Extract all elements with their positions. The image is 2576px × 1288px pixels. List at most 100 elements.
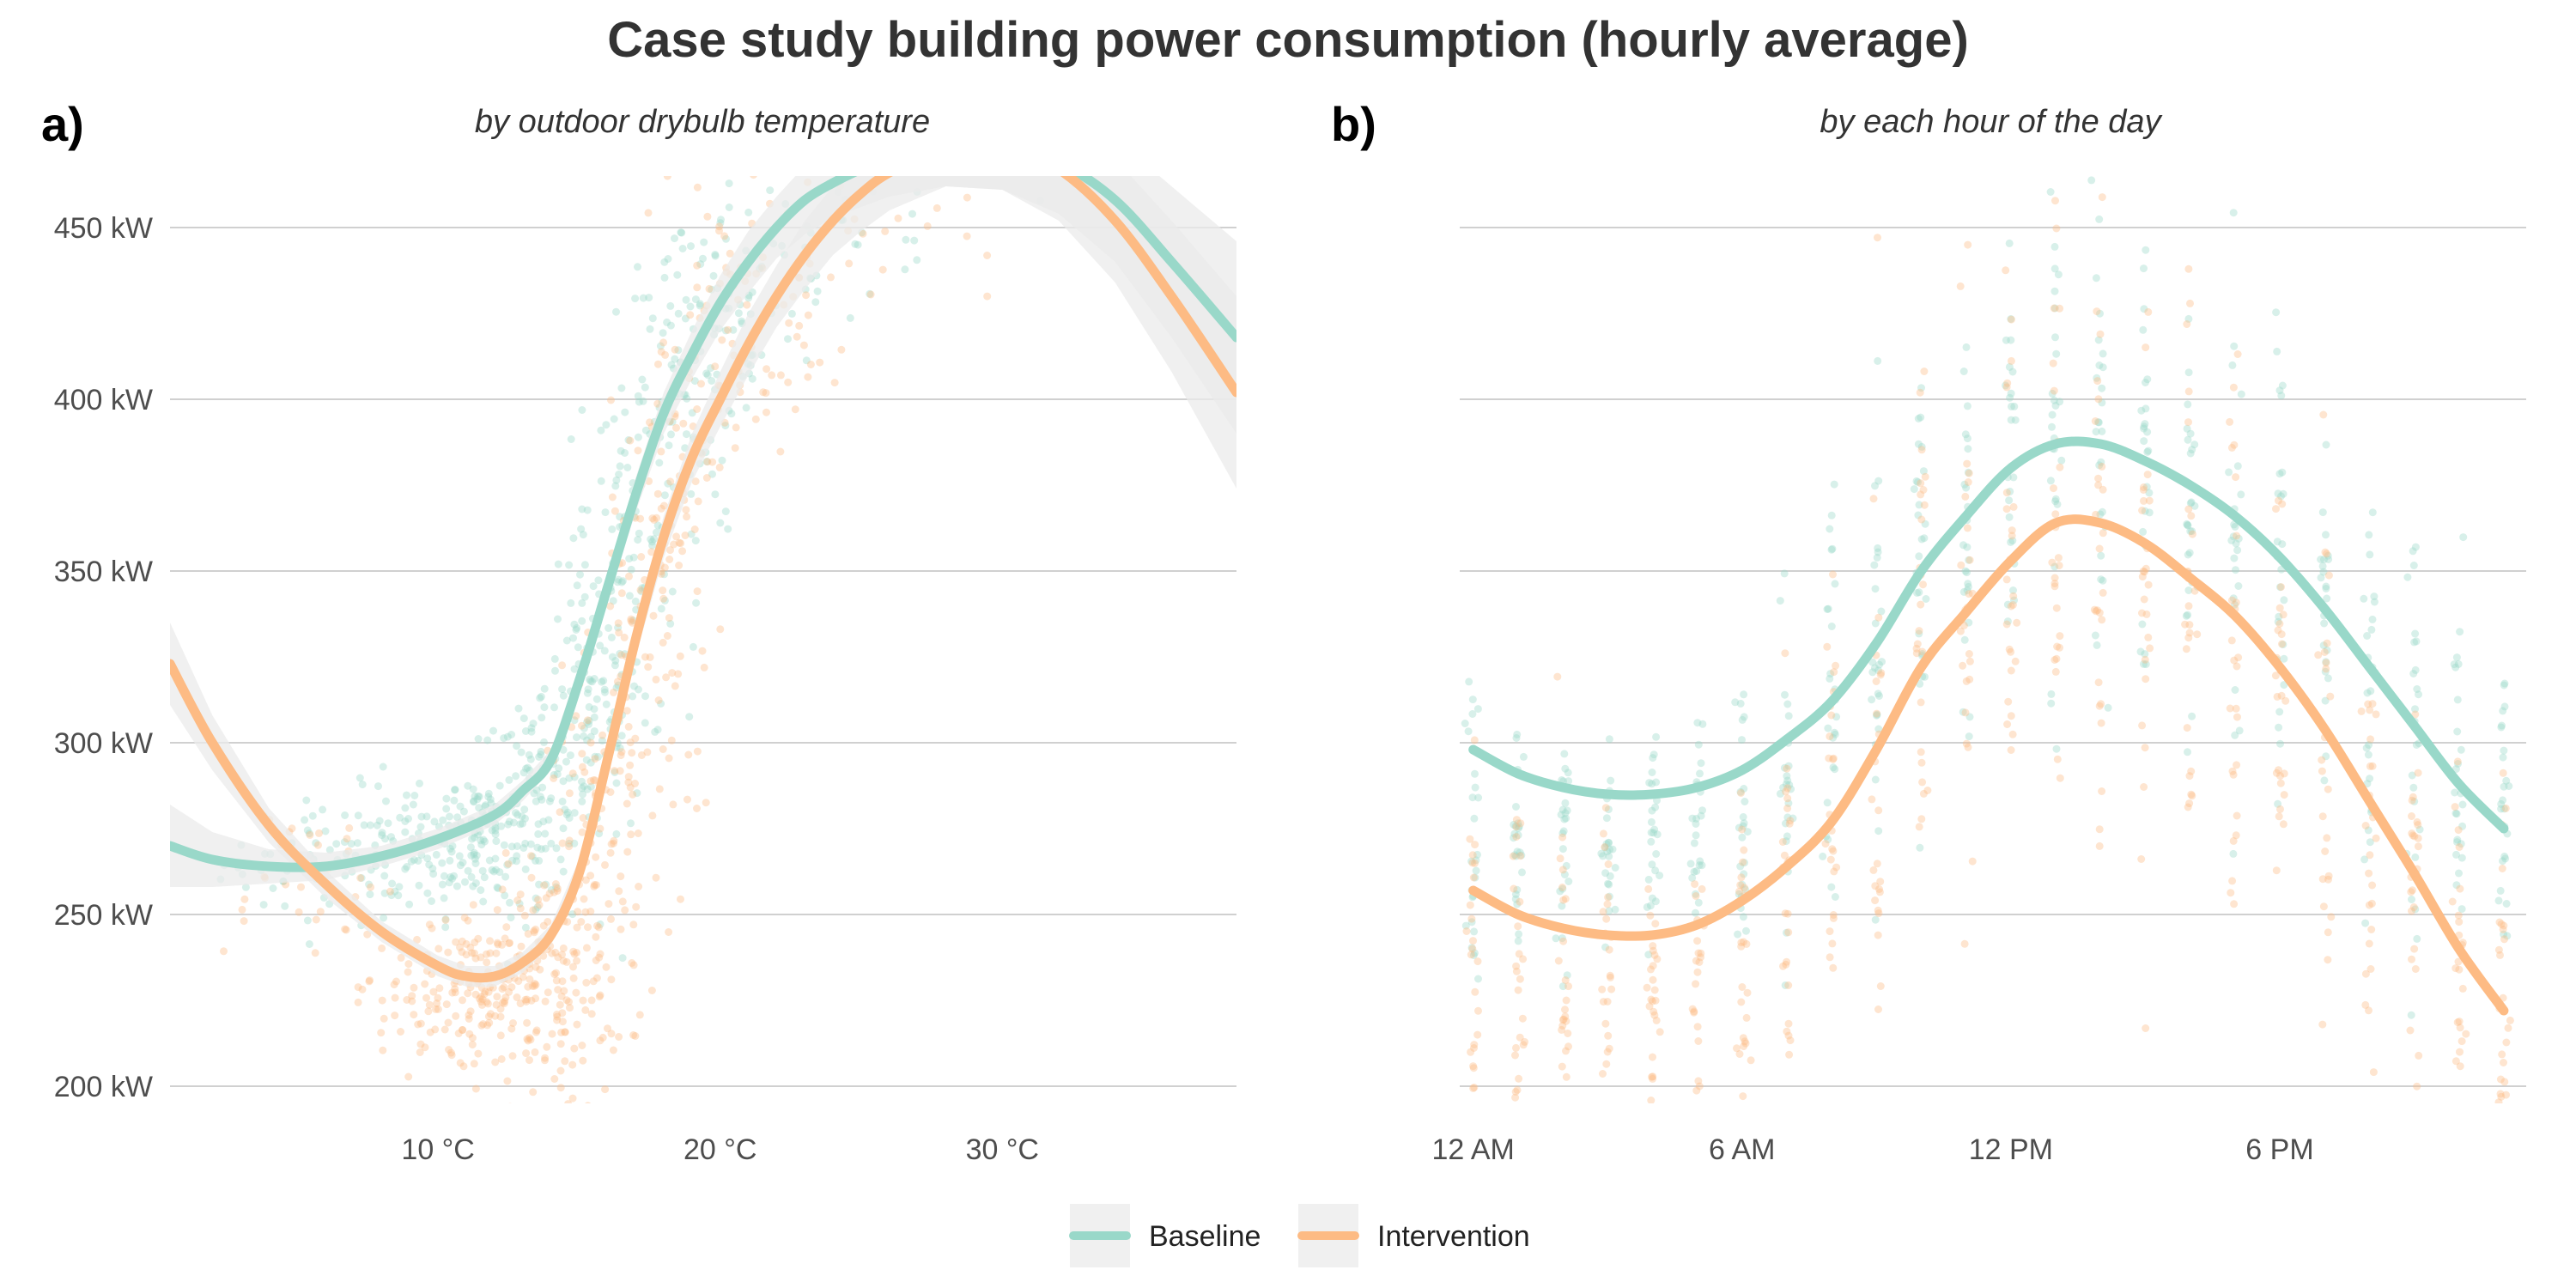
point-baseline-b-614: [2498, 721, 2506, 730]
point-intervention-b-132: [1692, 892, 1700, 900]
point-baseline-b-546: [2409, 670, 2418, 677]
point-baseline-a-521: [641, 383, 649, 392]
point-baseline-b-109: [1645, 779, 1654, 787]
point-intervention-a-348: [556, 808, 564, 817]
point-baseline-a-246: [507, 842, 516, 851]
point-baseline-a-333: [562, 811, 571, 819]
point-baseline-a-173: [474, 792, 483, 800]
point-intervention-b-462: [2226, 417, 2234, 426]
point-intervention-a-557: [681, 532, 690, 539]
point-baseline-b-301: [1962, 483, 1971, 492]
point-baseline-a-599: [659, 329, 667, 337]
point-baseline-a-468: [656, 342, 665, 350]
point-intervention-a-83: [403, 996, 411, 1004]
point-baseline-a-70: [380, 872, 389, 880]
point-intervention-b-464: [2233, 350, 2242, 358]
point-intervention-b-112: [1649, 1074, 1657, 1083]
point-baseline-a-430: [570, 620, 579, 629]
point-baseline-b-238: [1871, 482, 1879, 490]
point-baseline-b-427: [2184, 748, 2191, 756]
point-intervention-b-325: [2002, 505, 2011, 513]
point-baseline-b-534: [2362, 744, 2371, 752]
point-intervention-a-377: [561, 1057, 569, 1066]
point-intervention-b-432: [2184, 505, 2193, 513]
point-baseline-b-564: [2411, 905, 2420, 914]
point-baseline-a-667: [691, 295, 700, 304]
point-baseline-b-237: [1868, 668, 1877, 677]
point-intervention-b-429: [2193, 630, 2202, 639]
point-baseline-b-324: [2005, 239, 2014, 247]
point-baseline-b-452: [2232, 539, 2240, 548]
point-baseline-b-103: [1599, 852, 1607, 860]
point-intervention-a-289: [556, 1040, 565, 1048]
point-baseline-a-339: [488, 826, 496, 835]
point-baseline-b-28: [1513, 885, 1522, 894]
point-baseline-b-164: [1740, 870, 1748, 878]
point-intervention-a-252: [562, 996, 571, 1005]
point-baseline-a-449: [584, 685, 592, 694]
point-baseline-a-188: [453, 813, 462, 822]
point-intervention-a-32: [454, 1030, 463, 1037]
point-intervention-a-21: [345, 823, 354, 832]
point-baseline-a-55: [470, 797, 477, 805]
point-intervention-b-419: [2184, 387, 2193, 396]
point-intervention-b-207: [1781, 909, 1789, 918]
point-intervention-a-153: [544, 988, 552, 997]
point-baseline-a-295: [552, 883, 561, 891]
point-baseline-b-72: [1564, 777, 1573, 786]
point-baseline-b-327: [2003, 600, 2012, 609]
point-baseline-b-225: [1824, 605, 1832, 613]
point-intervention-a-678: [845, 259, 854, 268]
point-intervention-a-229: [560, 987, 568, 995]
point-baseline-b-310: [1959, 708, 1967, 716]
point-intervention-b-44: [1512, 816, 1521, 824]
point-intervention-a-197: [466, 1007, 475, 1016]
point-baseline-b-208: [1826, 674, 1834, 683]
point-intervention-a-363: [581, 908, 590, 916]
point-intervention-a-458: [647, 548, 656, 556]
point-intervention-a-192: [531, 1048, 539, 1056]
point-baseline-b-590: [2451, 788, 2459, 797]
point-intervention-a-8: [295, 908, 303, 916]
point-baseline-b-544: [2366, 775, 2374, 783]
point-baseline-b-498: [2322, 752, 2330, 761]
point-baseline-b-584: [2458, 822, 2467, 830]
point-baseline-b-536: [2360, 855, 2369, 864]
point-baseline-b-137: [1690, 867, 1698, 876]
point-baseline-a-465: [567, 435, 575, 443]
point-intervention-a-154: [471, 939, 479, 947]
point-intervention-a-407: [558, 839, 567, 848]
point-intervention-b-442: [2232, 473, 2240, 482]
point-intervention-b-214: [1826, 953, 1834, 962]
point-baseline-b-1: [1461, 720, 1469, 727]
y-tick-label-a-0: 200 kW: [54, 1071, 153, 1103]
point-baseline-a-254: [519, 714, 528, 723]
point-baseline-b-266: [1917, 442, 1926, 451]
point-intervention-a-58: [434, 993, 442, 1002]
point-intervention-b-610: [2502, 1038, 2511, 1047]
point-intervention-a-253: [544, 918, 552, 926]
point-intervention-a-131: [506, 939, 513, 947]
point-baseline-b-314: [2005, 513, 2014, 521]
point-baseline-b-55: [1558, 829, 1567, 837]
point-baseline-a-341: [583, 718, 592, 726]
point-baseline-a-400: [565, 814, 574, 823]
point-baseline-a-50: [380, 889, 389, 897]
point-baseline-a-396: [607, 633, 616, 641]
point-intervention-b-40: [1518, 1117, 1526, 1125]
point-baseline-b-123: [1650, 825, 1659, 834]
point-intervention-a-478: [662, 673, 671, 682]
point-intervention-b-448: [2230, 900, 2239, 908]
point-baseline-a-79: [495, 868, 504, 877]
point-intervention-b-339: [2051, 510, 2060, 519]
point-intervention-b-458: [2228, 767, 2237, 775]
point-intervention-b-117: [1644, 884, 1653, 893]
trend-line-baseline-a: [170, 176, 1236, 872]
point-baseline-b-591: [2453, 727, 2462, 736]
point-intervention-b-394: [2138, 573, 2147, 581]
point-baseline-a-444: [532, 905, 540, 914]
point-baseline-b-179: [1736, 862, 1745, 871]
point-intervention-b-609: [2495, 918, 2504, 927]
point-intervention-b-201: [1778, 838, 1787, 846]
point-baseline-b-75: [1564, 769, 1572, 777]
